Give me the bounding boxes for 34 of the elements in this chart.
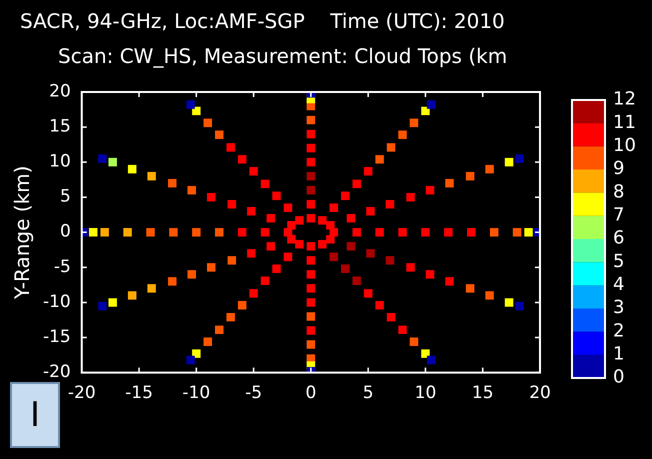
color-bar-label: 7 (613, 204, 624, 226)
color-bar-label: 1 (613, 344, 624, 365)
color-bar-label: 10 (613, 135, 636, 156)
y-tick-label: -10 (42, 292, 71, 312)
chart-subtitle: Scan: CW_HS, Measurement: Cloud Tops (km (58, 44, 508, 68)
y-tick-label: -5 (54, 256, 71, 277)
x-tick-label: 5 (362, 383, 374, 404)
y-tick-label: 0 (60, 222, 71, 242)
y-tick-label: 10 (49, 152, 71, 172)
y-tick-label: 20 (49, 81, 71, 102)
color-bar-label: 9 (613, 158, 624, 180)
color-bar-label: 12 (613, 88, 636, 110)
x-tick-label: -15 (125, 383, 153, 404)
color-bar-label: 5 (613, 250, 624, 272)
x-tick-label: 0 (305, 383, 316, 404)
y-axis-title: Y-Range (km) (10, 166, 34, 300)
y-tick-label: 5 (60, 186, 71, 207)
color-bar-label: 4 (613, 274, 624, 296)
color-bar-label: 8 (613, 181, 624, 202)
x-tick-label: 10 (414, 383, 436, 404)
text: I (10, 382, 60, 448)
y-tick-label: 15 (49, 116, 71, 136)
x-tick-label: 20 (529, 383, 551, 404)
y-tick-label: -20 (42, 362, 71, 382)
x-tick-label: -5 (245, 383, 262, 404)
color-bar-label: 11 (613, 112, 636, 133)
y-tick-label: -15 (42, 326, 71, 347)
color-bar-label: 3 (613, 297, 624, 318)
x-tick-label: -10 (182, 383, 210, 404)
color-bar-label: 6 (613, 228, 624, 249)
chart-title: SACR, 94-GHz, Loc:AMF-SGP Time (UTC): 2010 (20, 9, 505, 33)
color-bar-label: 0 (613, 366, 624, 388)
color-bar-label: 2 (613, 320, 624, 342)
x-tick-label: 15 (472, 383, 494, 404)
